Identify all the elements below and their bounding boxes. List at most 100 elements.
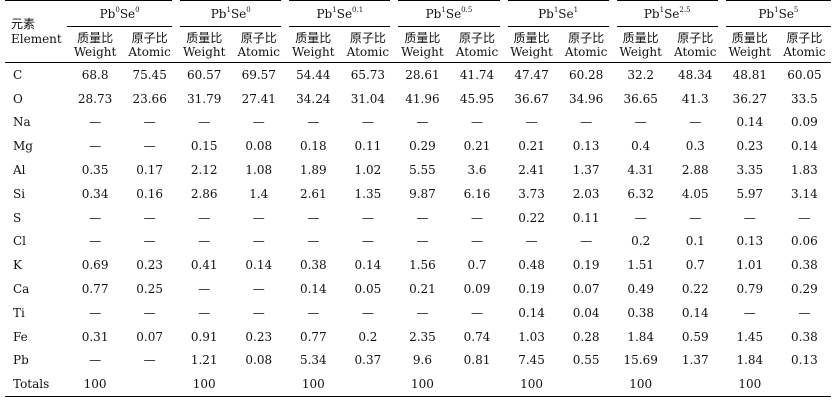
weight-value: —: [198, 210, 211, 225]
weight-value: 1.21: [190, 353, 218, 368]
atomic-value: 0.28: [572, 329, 600, 344]
atomic-en: Atomic: [128, 44, 171, 59]
atomic-value: 0.37: [354, 353, 382, 368]
weight-value: 0.14: [736, 115, 764, 130]
atomic-value: 1.35: [354, 186, 382, 201]
group-sup-se: 0: [135, 5, 140, 14]
group-base: Pb: [538, 6, 554, 21]
weight-value: —: [525, 234, 538, 249]
atomic-value: 0.11: [354, 139, 382, 154]
weight-subheader: 质量比 Weight: [612, 26, 669, 63]
weight-value: 2.86: [190, 186, 218, 201]
weight-value: —: [198, 115, 211, 130]
element-column-header: 元素 Element: [5, 0, 68, 63]
atomic-en: Atomic: [564, 44, 608, 59]
atomic-value: [123, 372, 177, 398]
weight-value: 48.81: [732, 67, 767, 82]
weight-value: 0.22: [518, 210, 545, 225]
weight-value: 0.4: [631, 139, 651, 154]
weight-value: 5.55: [409, 163, 436, 178]
weight-en: Weight: [728, 44, 772, 59]
weight-subheader: 质量比 Weight: [67, 26, 124, 63]
atomic-value: [668, 372, 722, 398]
atomic-value: 0.7: [467, 258, 487, 273]
weight-zh: 质量比: [622, 30, 659, 45]
atomic-zh: 原子比: [786, 30, 823, 45]
weight-subheader: 质量比 Weight: [176, 26, 233, 63]
group-label: Pb1Se5: [758, 6, 798, 21]
atomic-value: 0.2: [358, 329, 378, 344]
table-row: Ca 0.77 0.25 — — 0.14 0.05 0.21 0.09 0.19 0.07 0.49…: [5, 277, 831, 301]
atomic-value: 0.21: [463, 139, 491, 154]
element-symbol: Ca: [13, 282, 30, 297]
weight-value: 0.48: [518, 258, 545, 273]
weight-value: 0.2: [631, 234, 651, 249]
atomic-value: 41.3: [681, 91, 709, 106]
atomic-value: 1.37: [681, 353, 709, 368]
atomic-value: 0.04: [572, 305, 600, 320]
group-sup-se: 0.1: [352, 5, 364, 14]
table-row: Mg — — 0.15 0.08 0.18 0.11 0.29 0.21 0.21 0.13 0.4 0…: [5, 134, 831, 158]
atomic-value: —: [252, 234, 265, 249]
group-base: Pb: [425, 6, 442, 21]
group-mid: Se: [778, 6, 794, 21]
weight-value: —: [89, 353, 102, 368]
weight-subheader: 质量比 Weight: [721, 26, 778, 63]
atomic-value: 48.34: [678, 67, 713, 82]
weight-value: 2.41: [518, 163, 545, 178]
atomic-value: —: [471, 115, 483, 130]
group-header: Pb1Se2.5: [608, 0, 722, 27]
weight-value: —: [307, 210, 320, 225]
weight-value: 100: [612, 372, 669, 398]
header-row-sub: 质量比 Weight 原子比 Atomic 质量比 Weight 原子比 Atomic 质量比 W…: [5, 26, 831, 63]
atomic-value: 0.3: [685, 139, 705, 154]
weight-value: 100: [721, 372, 778, 398]
weight-value: 47.47: [514, 67, 549, 82]
group-mid: Se: [558, 6, 574, 21]
weight-value: 0.41: [190, 258, 218, 273]
weight-value: 0.21: [518, 139, 545, 154]
atomic-value: 1.37: [572, 163, 600, 178]
group-sup-pb: 1: [226, 5, 231, 14]
weight-value: 31.79: [187, 91, 222, 106]
weight-value: 7.45: [518, 353, 545, 368]
atomic-value: 60.28: [568, 67, 604, 82]
atomic-value: —: [471, 305, 483, 320]
atomic-value: —: [471, 234, 483, 249]
atomic-value: 0.08: [245, 139, 273, 154]
atomic-subheader: 原子比 Atomic: [559, 26, 613, 63]
table-row: Ti — — — — — — — — 0.14 0.04 0.38 0.14 — —: [5, 301, 831, 325]
weight-value: 1.01: [736, 258, 764, 273]
group-header: Pb1Se5: [717, 0, 831, 27]
weight-value: 2.61: [299, 186, 327, 201]
atomic-en: Atomic: [237, 44, 280, 59]
weight-value: —: [307, 305, 320, 320]
weight-value: 0.14: [299, 282, 327, 297]
weight-value: —: [634, 115, 647, 130]
group-label: Pb1Se0.1: [316, 5, 364, 21]
atomic-value: —: [252, 115, 265, 130]
table-body: C 68.8 75.45 60.57 69.57 54.44 65.73 28.61 41.74…: [5, 63, 831, 398]
weight-value: 36.67: [514, 91, 549, 106]
table-row: Al 0.35 0.17 2.12 1.08 1.89 1.02 5.55 3.6 2.41 1.3…: [5, 158, 831, 182]
group-base: Pb: [210, 6, 227, 21]
table-row: K 0.69 0.23 0.41 0.14 0.38 0.14 1.56 0.7 0.48 0.19…: [5, 253, 831, 277]
atomic-value: 3.6: [467, 163, 487, 178]
atomic-value: 6.16: [463, 186, 491, 201]
weight-value: 15.69: [623, 353, 658, 368]
atomic-value: 33.5: [791, 91, 818, 106]
element-symbol: Al: [13, 163, 26, 178]
weight-value: 5.97: [736, 186, 764, 201]
atomic-value: 0.29: [791, 282, 818, 297]
atomic-value: 60.05: [787, 67, 822, 82]
atomic-zh: 原子比: [568, 30, 605, 45]
weight-value: 36.65: [623, 91, 658, 106]
atomic-value: 0.05: [354, 282, 382, 297]
atomic-value: 0.38: [791, 258, 818, 273]
table-row: C 68.8 75.45 60.57 69.57 54.44 65.73 28.61 41.74…: [5, 63, 831, 87]
element-symbol: Totals: [5, 372, 68, 398]
weight-value: —: [198, 234, 211, 249]
header-row-groups: 元素 Element Pb0Se0 Pb1Se0 Pb1Se0.1 Pb1Se0.5 P…: [5, 0, 831, 63]
atomic-zh: 原子比: [240, 30, 277, 45]
group-base: Pb: [758, 6, 775, 21]
